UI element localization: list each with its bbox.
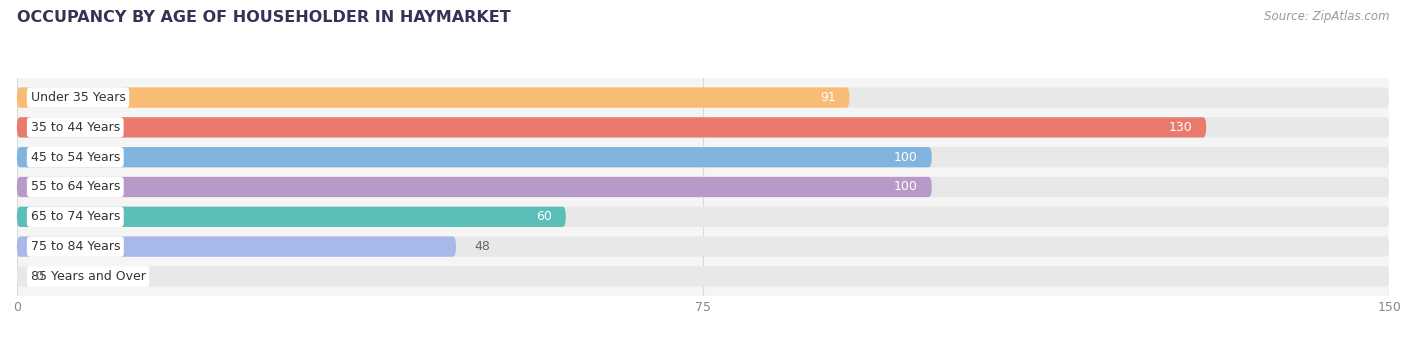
Text: 55 to 64 Years: 55 to 64 Years — [31, 181, 120, 193]
Text: 45 to 54 Years: 45 to 54 Years — [31, 151, 120, 164]
Text: 60: 60 — [536, 210, 553, 223]
Text: OCCUPANCY BY AGE OF HOUSEHOLDER IN HAYMARKET: OCCUPANCY BY AGE OF HOUSEHOLDER IN HAYMA… — [17, 10, 510, 25]
Text: 85 Years and Over: 85 Years and Over — [31, 270, 145, 283]
FancyBboxPatch shape — [17, 177, 932, 197]
Text: 91: 91 — [820, 91, 835, 104]
Text: 35 to 44 Years: 35 to 44 Years — [31, 121, 120, 134]
Text: 100: 100 — [894, 151, 918, 164]
FancyBboxPatch shape — [17, 87, 1389, 108]
FancyBboxPatch shape — [17, 87, 849, 108]
Text: 100: 100 — [894, 181, 918, 193]
FancyBboxPatch shape — [17, 147, 932, 167]
Text: 48: 48 — [474, 240, 491, 253]
FancyBboxPatch shape — [17, 117, 1389, 137]
FancyBboxPatch shape — [17, 177, 1389, 197]
FancyBboxPatch shape — [17, 117, 1206, 137]
Text: Under 35 Years: Under 35 Years — [31, 91, 125, 104]
Text: 65 to 74 Years: 65 to 74 Years — [31, 210, 120, 223]
FancyBboxPatch shape — [17, 266, 1389, 287]
FancyBboxPatch shape — [17, 237, 1389, 257]
Text: 75 to 84 Years: 75 to 84 Years — [31, 240, 120, 253]
Text: 0: 0 — [35, 270, 44, 283]
FancyBboxPatch shape — [17, 147, 1389, 167]
Text: 130: 130 — [1168, 121, 1192, 134]
FancyBboxPatch shape — [17, 207, 565, 227]
Text: Source: ZipAtlas.com: Source: ZipAtlas.com — [1264, 10, 1389, 23]
FancyBboxPatch shape — [17, 237, 456, 257]
FancyBboxPatch shape — [17, 207, 1389, 227]
